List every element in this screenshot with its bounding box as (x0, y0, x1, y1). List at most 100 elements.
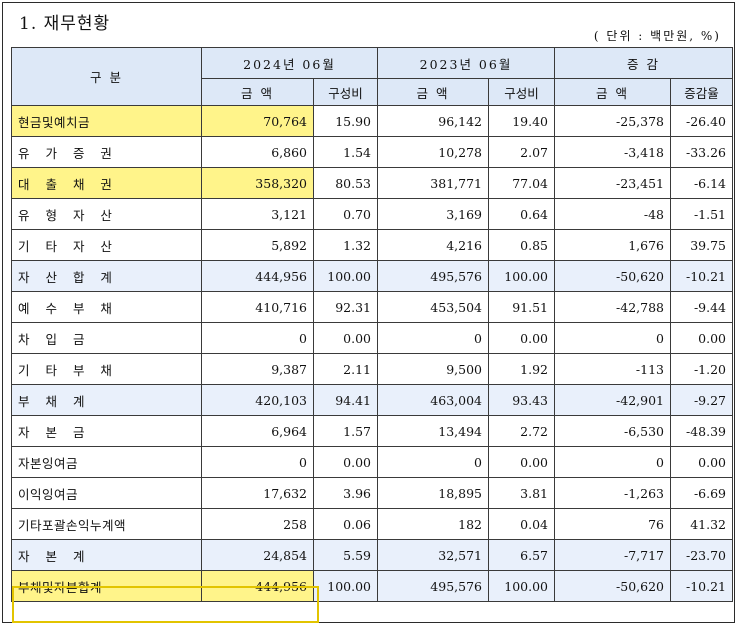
change-rate: -9.27 (670, 384, 733, 416)
row-label: 자 본 계 (11, 539, 202, 571)
ratio-2023: 100.00 (488, 570, 555, 602)
amount-2024: 5,892 (201, 229, 314, 261)
header-ratio-2023: 구성비 (488, 78, 555, 106)
row-label: 부 채 계 (11, 384, 202, 416)
header-amount-2024: 금 액 (201, 78, 314, 106)
change-rate: -10.21 (670, 260, 733, 292)
row-label: 자 본 금 (11, 415, 202, 447)
ratio-2024: 0.00 (313, 322, 378, 354)
change-rate: -6.14 (670, 167, 733, 199)
change-rate: -48.39 (670, 415, 733, 447)
unit-note: ( 단위 : 백만원, %) (593, 29, 721, 43)
change-amount: -23,451 (554, 167, 671, 199)
amount-2023: 13,494 (377, 415, 489, 447)
ratio-2024: 1.57 (313, 415, 378, 447)
ratio-2023: 0.04 (488, 508, 555, 540)
ratio-2024: 100.00 (313, 260, 378, 292)
change-amount: -42,901 (554, 384, 671, 416)
ratio-2023: 2.07 (488, 136, 555, 168)
ratio-2023: 6.57 (488, 539, 555, 571)
ratio-2023: 0.00 (488, 322, 555, 354)
ratio-2024: 5.59 (313, 539, 378, 571)
change-amount: -7,717 (554, 539, 671, 571)
header-category: 구 분 (11, 47, 202, 106)
row-label: 자 산 합 계 (11, 260, 202, 292)
row-label: 기타포괄손익누계액 (11, 508, 202, 540)
change-rate: -26.40 (670, 105, 733, 137)
amount-2024: 410,716 (201, 291, 314, 323)
row-label: 유 형 자 산 (11, 198, 202, 230)
change-rate: 0.00 (670, 446, 733, 478)
header-change: 증 감 (554, 47, 733, 79)
row-label: 유 가 증 권 (11, 136, 202, 168)
ratio-2024: 1.54 (313, 136, 378, 168)
ratio-2024: 3.96 (313, 477, 378, 509)
amount-2024: 358,320 (201, 167, 314, 199)
ratio-2023: 91.51 (488, 291, 555, 323)
row-label: 자본잉여금 (11, 446, 202, 478)
amount-2023: 9,500 (377, 353, 489, 385)
change-rate: -23.70 (670, 539, 733, 571)
amount-2023: 10,278 (377, 136, 489, 168)
ratio-2023: 100.00 (488, 260, 555, 292)
ratio-2024: 0.00 (313, 446, 378, 478)
table-row: 기 타 자 산 5,892 1.32 4,216 0.85 1,676 39.75 (11, 229, 733, 261)
change-amount: -48 (554, 198, 671, 230)
change-amount: -1,263 (554, 477, 671, 509)
amount-2024: 444,956 (201, 570, 314, 602)
table-row: 기 타 부 채 9,387 2.11 9,500 1.92 -113 -1.20 (11, 353, 733, 385)
table-row: 예 수 부 채 410,716 92.31 453,504 91.51 -42,788 -9… (11, 291, 733, 323)
ratio-2023: 77.04 (488, 167, 555, 199)
ratio-2024: 15.90 (313, 105, 378, 137)
change-amount: -50,620 (554, 570, 671, 602)
change-rate: -1.51 (670, 198, 733, 230)
amount-2024: 70,764 (201, 105, 314, 137)
ratio-2023: 1.92 (488, 353, 555, 385)
amount-2024: 3,121 (201, 198, 314, 230)
amount-2023: 453,504 (377, 291, 489, 323)
table-row: 유 형 자 산 3,121 0.70 3,169 0.64 -48 -1.51 (11, 198, 733, 230)
table-row: 현금및예치금 70,764 15.90 96,142 19.40 -25,378 -26.4… (11, 105, 733, 137)
change-rate: -9.44 (670, 291, 733, 323)
header-period-2023: 2023년 06월 (377, 47, 555, 79)
change-amount: 0 (554, 322, 671, 354)
table-row: 차 입 금 0 0.00 0 0.00 0 0.00 (11, 322, 733, 354)
change-amount: -42,788 (554, 291, 671, 323)
table-row: 자본잉여금 0 0.00 0 0.00 0 0.00 (11, 446, 733, 478)
ratio-2024: 1.32 (313, 229, 378, 261)
amount-2023: 4,216 (377, 229, 489, 261)
row-label: 현금및예치금 (11, 105, 202, 137)
ratio-2023: 3.81 (488, 477, 555, 509)
amount-2023: 3,169 (377, 198, 489, 230)
amount-2024: 6,964 (201, 415, 314, 447)
ratio-2024: 94.41 (313, 384, 378, 416)
row-label: 기 타 부 채 (11, 353, 202, 385)
change-amount: -3,418 (554, 136, 671, 168)
row-label: 부채및자본합계 (11, 570, 202, 602)
ratio-2023: 0.64 (488, 198, 555, 230)
amount-2024: 420,103 (201, 384, 314, 416)
change-amount: -113 (554, 353, 671, 385)
table-row: 이익잉여금 17,632 3.96 18,895 3.81 -1,263 -6.69 (11, 477, 733, 509)
amount-2024: 24,854 (201, 539, 314, 571)
ratio-2024: 0.70 (313, 198, 378, 230)
change-amount: -50,620 (554, 260, 671, 292)
header-ratio-2024: 구성비 (313, 78, 378, 106)
amount-2023: 463,004 (377, 384, 489, 416)
table-row: 부채및자본합계 444,956 100.00 495,576 100.00 -50,620… (11, 570, 733, 602)
amount-2023: 32,571 (377, 539, 489, 571)
table-row: 자 본 금 6,964 1.57 13,494 2.72 -6,530 -48.39 (11, 415, 733, 447)
amount-2023: 0 (377, 322, 489, 354)
change-amount: -25,378 (554, 105, 671, 137)
ratio-2024: 92.31 (313, 291, 378, 323)
table-row: 대 출 채 권 358,320 80.53 381,771 77.04 -23,451 -6… (11, 167, 733, 199)
change-rate: -33.26 (670, 136, 733, 168)
ratio-2023: 2.72 (488, 415, 555, 447)
change-rate: 39.75 (670, 229, 733, 261)
amount-2024: 6,860 (201, 136, 314, 168)
amount-2024: 258 (201, 508, 314, 540)
table-row: 유 가 증 권 6,860 1.54 10,278 2.07 -3,418 -33.26 (11, 136, 733, 168)
row-label: 예 수 부 채 (11, 291, 202, 323)
change-amount: -6,530 (554, 415, 671, 447)
change-amount: 0 (554, 446, 671, 478)
